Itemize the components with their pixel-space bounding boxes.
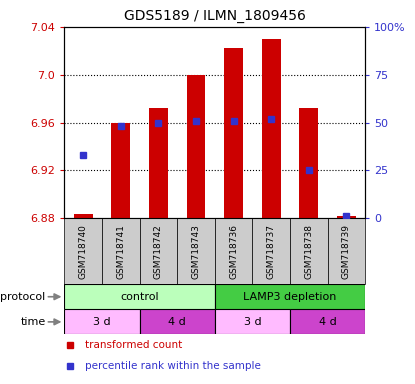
Title: GDS5189 / ILMN_1809456: GDS5189 / ILMN_1809456 bbox=[124, 9, 306, 23]
Text: GSM718736: GSM718736 bbox=[229, 224, 238, 279]
Bar bbox=[102, 218, 139, 284]
Text: GSM718739: GSM718739 bbox=[342, 224, 351, 279]
Text: 3 d: 3 d bbox=[244, 317, 261, 327]
Bar bbox=[177, 218, 215, 284]
Bar bbox=[215, 284, 365, 309]
Text: control: control bbox=[120, 292, 159, 302]
Bar bbox=[290, 309, 365, 334]
Bar bbox=[215, 309, 290, 334]
Bar bbox=[252, 218, 290, 284]
Bar bbox=[111, 122, 130, 218]
Text: percentile rank within the sample: percentile rank within the sample bbox=[85, 361, 261, 371]
Text: transformed count: transformed count bbox=[85, 340, 183, 350]
Bar bbox=[327, 218, 365, 284]
Text: GSM718740: GSM718740 bbox=[78, 224, 88, 279]
Bar bbox=[262, 39, 281, 218]
Bar bbox=[139, 218, 177, 284]
Text: time: time bbox=[20, 317, 46, 327]
Text: 4 d: 4 d bbox=[168, 317, 186, 327]
Text: protocol: protocol bbox=[0, 292, 46, 302]
Text: GSM718742: GSM718742 bbox=[154, 224, 163, 279]
Text: GSM718738: GSM718738 bbox=[304, 224, 313, 279]
Bar bbox=[64, 218, 102, 284]
Bar bbox=[290, 218, 327, 284]
Bar bbox=[149, 108, 168, 218]
Bar bbox=[64, 309, 139, 334]
Text: 3 d: 3 d bbox=[93, 317, 111, 327]
Text: GSM718741: GSM718741 bbox=[116, 224, 125, 279]
Bar bbox=[215, 218, 252, 284]
Bar bbox=[187, 75, 205, 218]
Bar bbox=[74, 214, 93, 218]
Text: GSM718737: GSM718737 bbox=[267, 224, 276, 279]
Text: LAMP3 depletion: LAMP3 depletion bbox=[243, 292, 337, 302]
Bar bbox=[64, 284, 215, 309]
Bar bbox=[337, 216, 356, 218]
Bar bbox=[299, 108, 318, 218]
Bar bbox=[139, 309, 215, 334]
Text: 4 d: 4 d bbox=[319, 317, 337, 327]
Text: GSM718743: GSM718743 bbox=[191, 224, 200, 279]
Bar bbox=[224, 48, 243, 218]
